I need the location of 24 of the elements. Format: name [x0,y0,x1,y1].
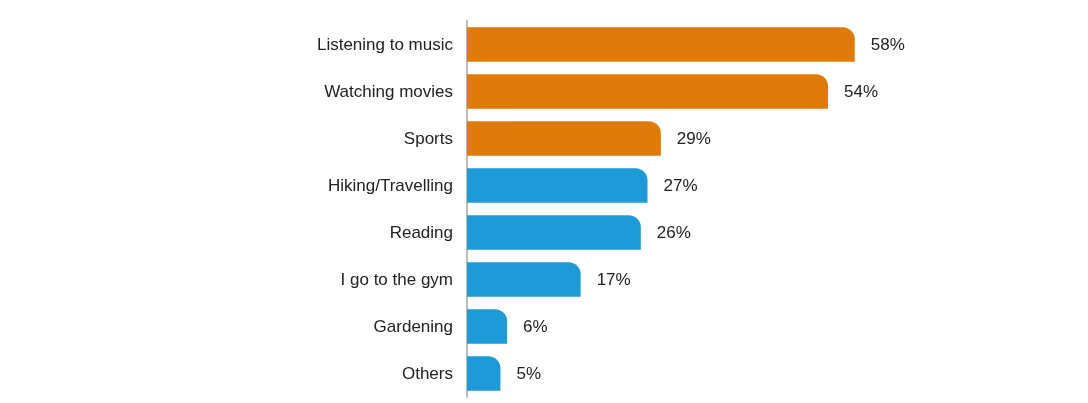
y-tick-label: Others [401,364,453,383]
bar [467,74,828,109]
bar [467,309,508,344]
y-tick-label: Reading [389,223,453,242]
y-tick-label: I go to the gym [340,270,453,289]
bar [467,168,648,203]
y-tick-label: Watching movies [324,82,453,101]
bar [467,262,581,297]
bar [467,215,641,250]
bar [467,27,855,62]
y-tick-label: Sports [403,129,453,148]
y-tick-label: Hiking/Travelling [327,176,453,195]
data-label: 58% [870,35,905,54]
y-tick-label: Gardening [373,317,453,336]
data-label: 5% [516,364,541,383]
bar [467,121,661,156]
bar [467,356,501,391]
data-label: 6% [523,317,548,336]
data-label: 54% [844,82,879,101]
data-label: 29% [676,129,711,148]
data-label: 27% [663,176,698,195]
data-label: 26% [656,223,691,242]
y-tick-label: Listening to music [316,35,454,54]
data-label: 17% [596,270,631,289]
